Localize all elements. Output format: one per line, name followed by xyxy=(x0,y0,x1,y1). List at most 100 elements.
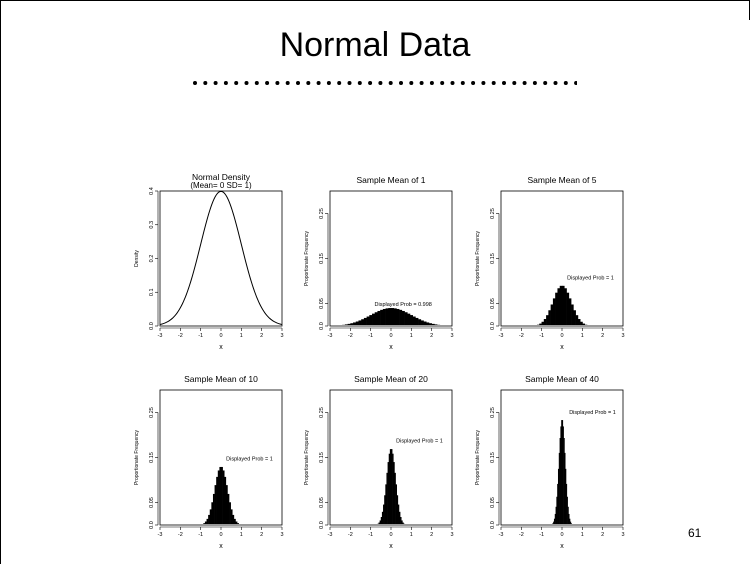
histogram-bar xyxy=(386,472,388,524)
divider-dot xyxy=(440,81,445,85)
histogram-bar xyxy=(564,288,567,325)
y-tick-label: 0.15 xyxy=(490,452,496,463)
histogram-bar xyxy=(222,470,225,524)
x-tick-label: -2 xyxy=(348,333,353,339)
x-axis-label: x xyxy=(219,344,223,351)
divider-dot xyxy=(275,81,280,85)
x-tick-label: 3 xyxy=(450,532,453,538)
x-tick-label: 1 xyxy=(581,532,584,538)
histogram-bar xyxy=(541,321,545,325)
divider-dot xyxy=(481,81,486,85)
x-tick-label: 3 xyxy=(621,333,624,339)
y-tick-label: 0.05 xyxy=(490,497,496,508)
divider-dot xyxy=(357,81,362,85)
x-tick-label: 0 xyxy=(389,333,392,339)
histogram-bar xyxy=(385,484,387,524)
histogram-bar xyxy=(204,521,207,524)
divider-dot xyxy=(399,81,403,85)
chart-title: Sample Mean of 1 xyxy=(357,175,426,185)
x-tick-label: -3 xyxy=(499,532,504,538)
chart-title: Sample Mean of 20 xyxy=(354,374,428,384)
y-tick-label: 0.15 xyxy=(319,452,325,463)
histogram-bar xyxy=(384,495,386,524)
divider-dot xyxy=(471,81,476,85)
histogram-bar xyxy=(562,285,565,325)
histogram-bar xyxy=(401,520,403,524)
y-tick-label: 0.05 xyxy=(319,497,325,508)
histogram-bar xyxy=(404,312,408,325)
y-tick-label: 0.4 xyxy=(149,187,155,195)
x-tick-label: 1 xyxy=(410,333,413,339)
slide-border-top xyxy=(0,0,750,1)
histogram-bar xyxy=(548,310,551,325)
histogram-bar xyxy=(391,308,395,325)
y-tick-label: 0.25 xyxy=(490,208,496,219)
histogram-bar xyxy=(563,438,565,524)
x-tick-label: -3 xyxy=(328,333,333,339)
histogram-bar xyxy=(361,319,365,325)
x-tick-label: 0 xyxy=(560,532,563,538)
histogram-bar xyxy=(396,308,400,325)
x-tick-label: -1 xyxy=(539,333,544,339)
x-tick-label: -3 xyxy=(158,532,163,538)
histogram-bar xyxy=(400,517,402,524)
divider-dot xyxy=(265,81,270,85)
divider-dot xyxy=(450,81,455,85)
x-tick-label: 1 xyxy=(240,333,243,339)
chart-panel-3: Sample Mean of 5 -3 -2 -1 0 1 2 3 x 0.0 0.05 0.15 0.… xyxy=(475,175,625,351)
divider-dot xyxy=(429,81,434,85)
x-tick-label: 2 xyxy=(430,532,433,538)
y-tick-label: 0.25 xyxy=(149,407,155,418)
divider-dot xyxy=(326,81,331,85)
histogram-bar xyxy=(567,506,569,524)
divider-dot xyxy=(316,81,321,85)
histogram-bar xyxy=(559,285,563,325)
y-axis-label: Proportionate Frequency xyxy=(475,429,481,485)
plot-frame xyxy=(159,190,283,327)
chart-panel-2: Sample Mean of 1 -3 -2 -1 0 1 2 3 x 0.0 0.05 0.15 0.… xyxy=(304,175,454,351)
histogram-bar xyxy=(577,319,581,325)
displayed-prob-annotation: Displayed Prob = 0.998 xyxy=(375,302,432,308)
x-tick-label: -1 xyxy=(539,532,544,538)
histogram-bar xyxy=(393,462,395,524)
histogram-bar xyxy=(431,323,435,325)
histogram-bar xyxy=(366,316,370,325)
x-axis-label: x xyxy=(219,543,223,550)
histogram-bar xyxy=(565,468,567,524)
y-tick-label: 0.3 xyxy=(149,221,155,229)
histogram-bar xyxy=(381,511,384,524)
histogram-bar xyxy=(428,323,432,325)
divider-dot xyxy=(193,81,197,85)
histogram-bar xyxy=(402,522,404,524)
x-tick-label: -1 xyxy=(368,532,373,538)
x-axis-label: x xyxy=(560,344,564,351)
histogram-bar xyxy=(380,309,384,325)
histogram-bar xyxy=(560,426,562,524)
displayed-prob-annotation: Displayed Prob = 1 xyxy=(226,457,273,463)
chart-title: Sample Mean of 40 xyxy=(525,374,599,384)
title-dot-divider xyxy=(193,81,577,85)
y-tick-label: 0.05 xyxy=(319,298,325,309)
histogram-bar xyxy=(219,466,222,524)
histogram-bar xyxy=(570,523,572,524)
histogram-bar xyxy=(206,518,209,524)
histogram-bar xyxy=(539,323,542,325)
histogram-bar xyxy=(369,315,373,325)
x-axis-label: x xyxy=(389,344,393,351)
histogram-bar xyxy=(550,304,554,325)
x-tick-label: -1 xyxy=(198,333,203,339)
histogram-bar xyxy=(224,476,227,524)
histogram-bar xyxy=(389,449,392,524)
y-axis-label: Proportionate Frequency xyxy=(134,429,140,485)
y-tick-label: 0.0 xyxy=(149,521,155,529)
histogram-bar xyxy=(570,521,572,524)
slide-border-left xyxy=(0,0,1,564)
divider-dot xyxy=(368,81,373,85)
chart-title: Sample Mean of 10 xyxy=(184,374,258,384)
y-tick-label: 0.25 xyxy=(319,208,325,219)
histogram-bar xyxy=(393,308,397,325)
histogram-bar xyxy=(237,523,239,524)
histogram-bar xyxy=(552,298,556,325)
y-tick-label: 0.0 xyxy=(319,521,325,529)
